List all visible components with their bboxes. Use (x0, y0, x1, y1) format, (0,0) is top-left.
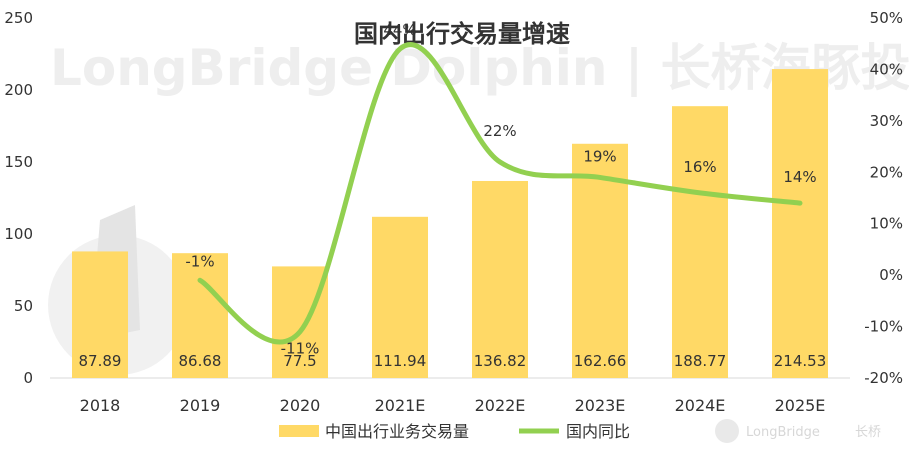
line-labels: -1% -11% 44% 22% 19% 16% 14% (185, 21, 816, 358)
bar-value-label: 86.68 (179, 352, 222, 370)
line-value-label: 22% (483, 122, 516, 140)
category-labels: 2018 2019 2020 2021E 2022E 2023E 2024E 2025E (80, 396, 826, 415)
longbridge-logo: LongBridge 长桥 (715, 419, 881, 443)
bar (72, 251, 128, 378)
left-tick-label: 100 (4, 225, 33, 243)
line-value-label: -11% (281, 340, 320, 358)
bar-value-label: 162.66 (574, 352, 627, 370)
bar (372, 216, 428, 378)
bar (472, 180, 528, 378)
longbridge-logo-cn: 长桥 (855, 425, 881, 440)
category-label: 2018 (80, 396, 121, 415)
left-axis: 0 50 100 150 200 250 (4, 9, 33, 387)
bar (172, 253, 228, 378)
bar-labels: 87.89 86.68 77.5 111.94 136.82 162.66 188.77 21… (79, 352, 827, 370)
right-tick-label: -20% (864, 369, 903, 387)
line-value-label: -1% (185, 252, 214, 270)
legend-swatch-bar (279, 425, 319, 437)
line-value-label: 19% (583, 147, 616, 165)
right-tick-label: -10% (864, 318, 903, 336)
left-tick-label: 150 (4, 153, 33, 171)
bar-value-label: 111.94 (374, 352, 427, 370)
right-tick-label: 50% (870, 9, 903, 27)
bar-value-label: 136.82 (474, 352, 527, 370)
category-label: 2021E (375, 396, 426, 415)
left-tick-label: 200 (4, 81, 33, 99)
right-axis: -20% -10% 0% 10% 20% 30% 40% 50% (864, 9, 903, 387)
right-tick-label: 10% (870, 215, 903, 233)
left-tick-label: 0 (23, 369, 33, 387)
line-value-label: 44% (383, 21, 416, 39)
bar-value-label: 87.89 (79, 352, 122, 370)
bar (672, 106, 728, 378)
right-tick-label: 30% (870, 112, 903, 130)
bar-value-label: 77.5 (283, 352, 316, 370)
category-label: 2025E (775, 396, 826, 415)
line-value-label: 16% (683, 158, 716, 176)
legend-label-bar: 中国出行业务交易量 (325, 422, 469, 441)
left-tick-label: 50 (14, 297, 33, 315)
watermark-text: LongBridge Dolphin | 长桥海豚投研 (50, 39, 909, 97)
category-label: 2022E (475, 396, 526, 415)
line-value-label: 14% (783, 168, 816, 186)
series-line-domestic-yoy (197, 42, 803, 345)
chart-title: 国内出行交易量增速 (354, 20, 570, 48)
category-label: 2024E (675, 396, 726, 415)
right-tick-label: 0% (879, 266, 903, 284)
category-label: 2023E (575, 396, 626, 415)
legend-label-line: 国内同比 (566, 422, 630, 441)
left-tick-label: 250 (4, 9, 33, 27)
bar-value-label: 188.77 (674, 352, 727, 370)
right-tick-label: 40% (870, 60, 903, 78)
category-label: 2019 (180, 396, 221, 415)
legend: 中国出行业务交易量 国内同比 (279, 422, 630, 441)
bar-value-label: 214.53 (774, 352, 827, 370)
bar (772, 69, 828, 379)
bar (272, 266, 328, 378)
right-tick-label: 20% (870, 163, 903, 181)
category-label: 2020 (280, 396, 321, 415)
longbridge-logo-icon (715, 419, 739, 443)
longbridge-logo-text: LongBridge (746, 425, 820, 440)
bars (72, 69, 828, 379)
